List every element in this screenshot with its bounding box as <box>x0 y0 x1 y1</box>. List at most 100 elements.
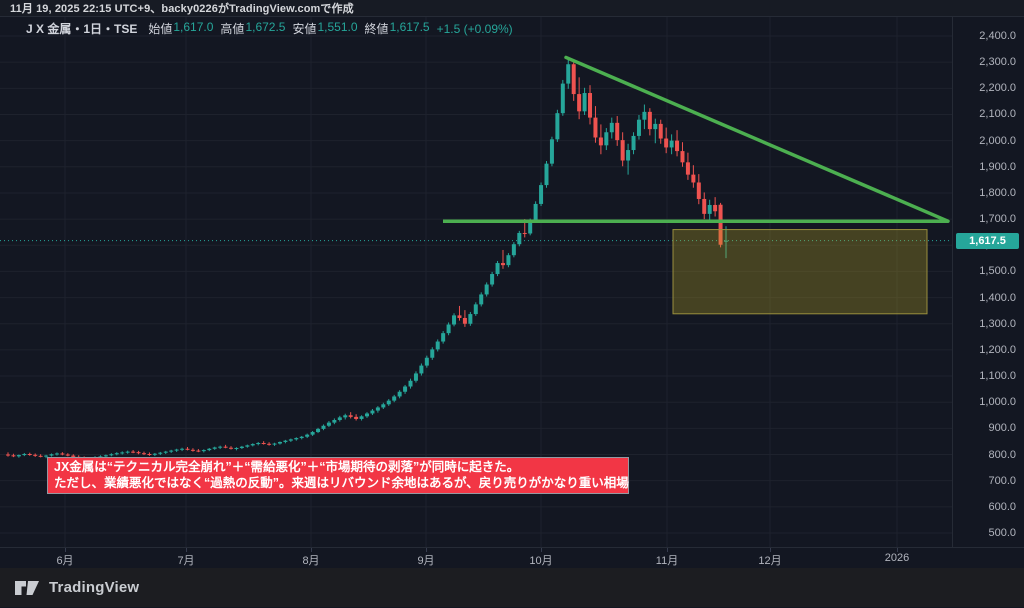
price-axis-label: 600.0 <box>988 500 1016 513</box>
candle-body <box>163 451 168 453</box>
candle-body <box>664 138 669 148</box>
candle-body <box>147 454 152 456</box>
candle-body <box>631 135 636 151</box>
candle-body <box>348 415 353 417</box>
candle-body <box>152 453 157 455</box>
candle-body <box>593 117 598 138</box>
candle-body <box>620 140 625 161</box>
candle-body <box>256 443 261 445</box>
annotation-line-1: JX金属は“テクニカル完全崩れ”＋“需給悪化”＋“市場期待の剥落”が同時に起きた… <box>54 460 520 474</box>
candle-body <box>642 111 647 120</box>
candle-body <box>207 448 212 451</box>
candle-body <box>598 137 603 146</box>
candle-body <box>337 417 342 420</box>
chart-pane[interactable]: J X 金属・1日・TSE 始値 1,617.0 高値 1,672.5 安値 1,55… <box>0 17 1024 547</box>
candle-body <box>658 123 663 139</box>
candle-body <box>239 446 244 448</box>
candle-body <box>386 400 391 405</box>
price-axis-label: 900.0 <box>988 422 1016 435</box>
trendline-drawing[interactable] <box>564 55 950 223</box>
candle-body <box>604 132 609 146</box>
candle-body <box>571 64 576 95</box>
candle-body <box>103 455 108 457</box>
candle-body <box>495 263 500 275</box>
price-axis-label: 1,900.0 <box>979 160 1016 173</box>
candle-body <box>441 333 446 342</box>
candle-body <box>588 93 593 118</box>
candle-body <box>223 446 228 448</box>
candle-body <box>234 447 239 449</box>
time-axis-tick <box>65 548 66 552</box>
candle-body <box>675 140 680 152</box>
candle-body <box>430 349 435 358</box>
candle-body <box>288 439 293 441</box>
price-axis-label: 1,200.0 <box>979 343 1016 356</box>
tradingview-brand-text[interactable]: TradingView <box>49 579 140 596</box>
price-axis-label: 1,700.0 <box>979 213 1016 226</box>
high-label: 高値 <box>220 22 245 36</box>
candle-body <box>305 434 310 437</box>
candle-body <box>473 304 478 315</box>
candle-body <box>615 122 620 141</box>
candle-body <box>707 204 712 214</box>
candle-body <box>413 373 418 381</box>
candle-body <box>71 455 76 457</box>
annotation-note[interactable]: JX金属は“テクニカル完全崩れ”＋“需給悪化”＋“市場期待の剥落”が同時に起きた… <box>47 457 629 494</box>
candle-body <box>582 93 587 112</box>
candle-body <box>724 240 728 242</box>
candle-body <box>16 455 21 457</box>
open-label: 始値 <box>148 22 173 36</box>
candle-body <box>33 454 38 456</box>
candle-body <box>517 232 522 245</box>
candle-body <box>403 386 408 392</box>
candle-body <box>490 274 495 285</box>
candle-body <box>484 284 489 295</box>
candle-body <box>131 451 136 453</box>
price-axis-label: 500.0 <box>988 527 1016 539</box>
time-axis-label: 9月 <box>417 555 435 567</box>
time-axis[interactable]: 6月 7月 8月 9月 10月 11月 12月 2026 <box>0 547 1024 568</box>
candle-body <box>54 453 59 455</box>
candle-body <box>528 220 533 234</box>
open-value: 1,617.0 <box>173 20 214 34</box>
time-axis-label: 11月 <box>655 555 679 567</box>
candle-body <box>212 447 217 449</box>
time-axis-tick <box>897 548 898 552</box>
candle-body <box>457 315 462 318</box>
candle-body <box>158 452 163 454</box>
candle-body <box>6 454 10 456</box>
tradingview-logo-icon[interactable] <box>14 579 40 597</box>
high-value: 1,672.5 <box>245 20 286 34</box>
candle-body <box>647 111 652 130</box>
price-axis[interactable]: 1,617.5 2,400.0 2,300.0 2,200.0 2,100.0 2,00… <box>952 17 1024 547</box>
candle-body <box>359 416 364 419</box>
candle-body <box>120 452 125 454</box>
candle-body <box>452 315 457 325</box>
candle-body <box>136 452 141 454</box>
candle-body <box>479 294 484 305</box>
price-axis-label: 1,400.0 <box>979 291 1016 304</box>
time-axis-label: 6月 <box>56 555 74 567</box>
time-axis-label: 7月 <box>177 555 195 567</box>
candle-body <box>190 449 195 451</box>
time-axis-tick <box>311 548 312 552</box>
candle-body <box>691 174 696 183</box>
candle-body <box>332 419 337 423</box>
footer-bar: TradingView <box>0 568 1024 607</box>
candle-body <box>370 410 375 414</box>
price-axis-label: 800.0 <box>988 448 1016 461</box>
candle-body <box>44 455 49 457</box>
time-axis-label: 2026 <box>884 552 910 564</box>
candle-body <box>354 416 359 419</box>
candle-body <box>560 83 565 114</box>
candle-body <box>38 455 43 457</box>
candle-body <box>680 151 685 163</box>
time-axis-tick <box>186 548 187 552</box>
candle-body <box>180 448 185 450</box>
candle-body <box>174 449 179 451</box>
candle-body <box>343 415 348 418</box>
candle-body <box>277 441 282 444</box>
candle-body <box>609 122 614 133</box>
highlight-box-drawing[interactable] <box>672 229 928 315</box>
time-axis-tick <box>541 548 542 552</box>
